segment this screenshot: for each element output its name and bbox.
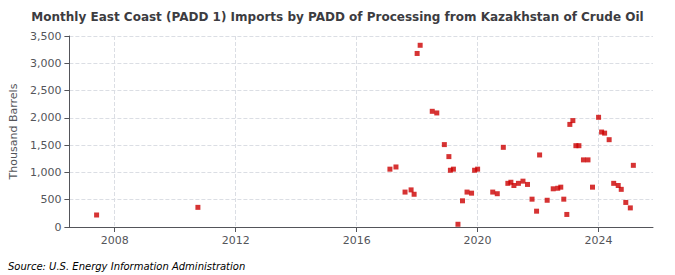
svg-text:2016: 2016: [343, 234, 371, 247]
svg-text:2,000: 2,000: [30, 111, 62, 124]
svg-text:500: 500: [40, 193, 61, 206]
svg-text:2024: 2024: [585, 234, 613, 247]
svg-text:1,000: 1,000: [30, 166, 62, 179]
svg-text:Thousand Barrels: Thousand Barrels: [7, 83, 20, 180]
svg-text:2012: 2012: [222, 234, 250, 247]
svg-text:2008: 2008: [101, 234, 129, 247]
svg-text:0: 0: [54, 221, 61, 234]
svg-text:3,500: 3,500: [30, 30, 62, 43]
svg-text:2,500: 2,500: [30, 84, 62, 97]
svg-text:Source: U.S. Energy Informatio: Source: U.S. Energy Information Administ…: [8, 261, 245, 272]
svg-text:3,000: 3,000: [30, 57, 62, 70]
svg-text:Monthly East Coast (PADD 1) Im: Monthly East Coast (PADD 1) Imports by P…: [31, 10, 643, 24]
svg-text:2020: 2020: [464, 234, 492, 247]
svg-text:1,500: 1,500: [30, 139, 62, 152]
